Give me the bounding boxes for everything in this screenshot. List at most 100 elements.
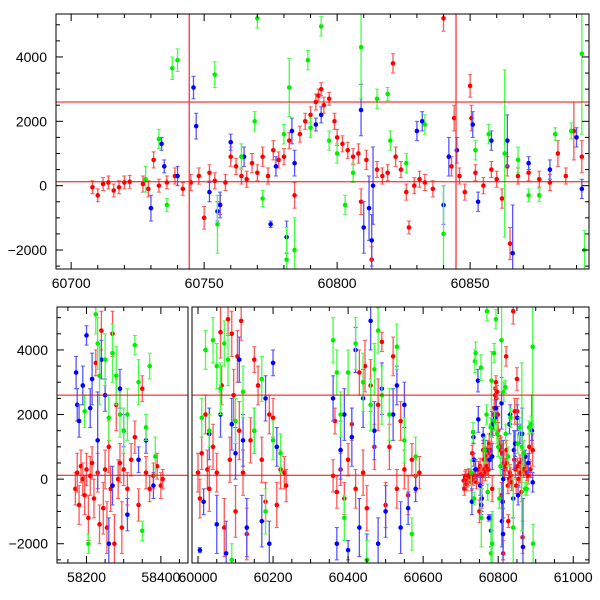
data-marker [125, 512, 130, 517]
data-point-red [195, 452, 201, 493]
data-marker [357, 370, 362, 375]
data-marker [394, 344, 400, 350]
data-marker [473, 170, 478, 176]
data-marker [199, 450, 205, 456]
data-marker [143, 425, 149, 430]
data-marker [358, 107, 364, 113]
data-marker [489, 486, 495, 492]
data-marker [390, 354, 396, 359]
data-point-red [91, 478, 97, 519]
data-marker [223, 180, 228, 185]
data-point-green [147, 352, 153, 380]
data-marker [266, 541, 272, 547]
data-point-green [388, 130, 393, 151]
data-point-green [278, 433, 283, 474]
data-point-green [385, 87, 390, 101]
data-point-green [374, 88, 380, 109]
data-marker [374, 167, 380, 172]
data-marker [472, 358, 478, 364]
data-point-green [214, 342, 220, 390]
data-point-green [218, 362, 223, 416]
data-marker [289, 128, 295, 134]
data-marker [481, 183, 486, 188]
data-point-green [497, 488, 502, 509]
data-point-blue [370, 146, 376, 225]
y-tick-label: −2000 [9, 536, 49, 552]
data-marker [82, 492, 87, 498]
data-point-blue [526, 156, 531, 171]
data-marker [308, 125, 313, 131]
data-point-blue [368, 307, 373, 351]
data-marker [487, 457, 492, 463]
data-marker [156, 136, 162, 142]
data-point-green [305, 50, 311, 71]
data-marker [350, 154, 356, 160]
data-point-red [229, 310, 235, 357]
data-marker [467, 83, 473, 89]
data-point-red [223, 173, 228, 191]
data-point-blue [110, 465, 115, 506]
data-marker [104, 525, 110, 530]
data-point-blue [334, 527, 340, 561]
data-point-green [368, 378, 373, 432]
data-marker [210, 444, 216, 450]
data-point-red [358, 188, 364, 216]
data-marker [121, 467, 126, 472]
data-marker [106, 541, 112, 547]
data-marker [402, 438, 407, 443]
plot-area [56, 14, 589, 269]
data-marker [403, 160, 409, 166]
data-point-blue [489, 130, 494, 151]
data-point-green [526, 188, 531, 203]
data-marker [251, 357, 257, 362]
data-point-red [547, 173, 553, 191]
data-marker [385, 170, 390, 176]
data-marker [451, 115, 457, 121]
data-marker [510, 250, 515, 256]
data-point-blue [236, 336, 242, 383]
data-marker [207, 189, 212, 195]
data-point-green [488, 417, 493, 438]
data-marker [106, 180, 111, 185]
data-marker [76, 418, 82, 424]
data-point-green [203, 330, 208, 370]
data-marker [283, 483, 289, 488]
data-point-red [116, 180, 122, 195]
y-tick-label: 2000 [16, 113, 47, 129]
plot-frame [56, 306, 189, 564]
data-marker [406, 225, 412, 230]
data-point-blue [414, 120, 420, 142]
data-marker [356, 151, 361, 156]
data-point-red [297, 125, 303, 143]
data-marker [361, 225, 367, 230]
data-marker [547, 180, 553, 185]
y-tick-label: 4000 [17, 342, 48, 358]
data-marker [244, 525, 250, 530]
data-marker [526, 160, 531, 166]
data-marker [225, 357, 231, 362]
data-point-blue [372, 401, 377, 461]
data-marker [132, 434, 138, 440]
data-point-blue [361, 201, 367, 254]
data-marker [500, 476, 506, 482]
data-point-red [385, 164, 390, 182]
data-marker [164, 180, 170, 185]
data-marker [517, 425, 522, 430]
data-point-green [394, 323, 400, 370]
data-marker [503, 354, 509, 359]
data-point-red [132, 420, 138, 454]
data-marker [197, 496, 203, 501]
data-point-green [479, 488, 484, 548]
data-marker [398, 167, 404, 172]
data-marker [486, 131, 492, 137]
data-marker [125, 412, 130, 417]
data-marker [330, 396, 336, 401]
data-marker [495, 444, 501, 450]
data-point-red [489, 161, 494, 179]
data-marker [119, 525, 125, 530]
data-marker [270, 360, 276, 366]
data-point-red [374, 161, 380, 179]
data-point-red [100, 177, 106, 191]
data-marker [476, 417, 481, 422]
data-marker [494, 389, 500, 395]
